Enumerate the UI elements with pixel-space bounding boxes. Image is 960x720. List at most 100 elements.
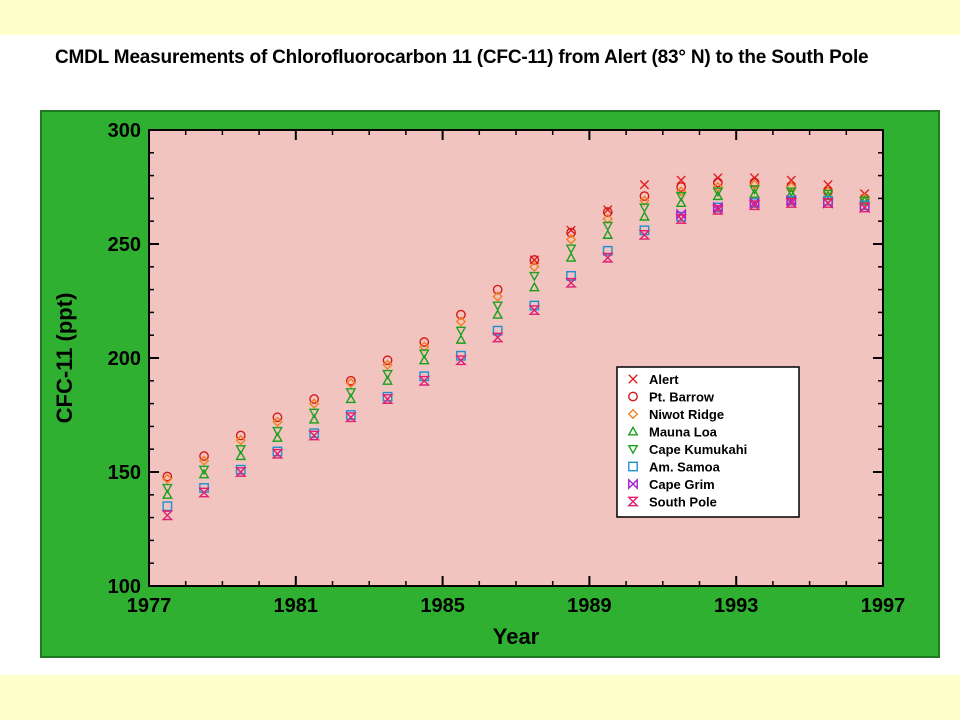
data-point <box>565 277 577 288</box>
data-point <box>455 326 467 337</box>
data-point <box>345 375 356 386</box>
data-point <box>162 471 173 482</box>
data-point <box>308 408 320 419</box>
data-point <box>602 207 613 217</box>
data-point <box>308 398 320 409</box>
data-point <box>675 214 688 224</box>
data-point <box>822 189 834 200</box>
data-point <box>235 450 247 461</box>
data-point <box>675 192 687 202</box>
data-point <box>786 181 797 193</box>
data-point <box>272 426 283 437</box>
data-point <box>566 227 576 238</box>
data-point <box>492 291 503 302</box>
data-point <box>822 198 834 208</box>
legend-marker <box>628 374 638 384</box>
data-point <box>711 204 724 215</box>
legend-box <box>616 366 800 518</box>
legend-marker <box>628 461 638 472</box>
data-point <box>749 177 760 188</box>
data-point <box>639 210 650 221</box>
x-tick-label: 1993 <box>714 595 759 617</box>
data-point <box>601 252 614 263</box>
data-point <box>675 197 687 208</box>
x-tick-label: 1985 <box>420 595 465 617</box>
data-point <box>566 271 576 281</box>
data-point <box>491 332 504 343</box>
data-point <box>455 316 467 327</box>
data-point <box>382 375 393 385</box>
data-point <box>162 473 173 485</box>
data-point <box>382 359 393 371</box>
data-point <box>603 205 613 215</box>
data-point <box>602 245 613 256</box>
data-point <box>602 221 614 232</box>
y-tick-label: 300 <box>108 120 141 142</box>
data-point <box>161 489 173 499</box>
data-point <box>381 394 394 404</box>
data-point <box>858 202 871 213</box>
legend-label: Am. Samoa <box>649 460 721 475</box>
data-point <box>785 198 798 208</box>
y-tick-label: 100 <box>108 576 141 598</box>
data-point <box>345 377 357 389</box>
y-tick-label: 250 <box>108 234 141 256</box>
data-point <box>638 229 651 240</box>
legend: Alert Pt. Barrow Niwot Ridge Mauna Loa Cape … <box>616 366 800 518</box>
x-axis-title: Year <box>493 624 540 649</box>
data-point <box>419 341 430 352</box>
data-point <box>198 465 210 476</box>
data-point <box>382 391 393 402</box>
data-point <box>198 487 210 498</box>
data-point <box>382 369 393 380</box>
data-point <box>565 244 577 255</box>
data-point <box>418 354 430 365</box>
data-point <box>786 175 796 185</box>
tick-labels: 100 150 200 250 300 1977 1981 1985 1989 1993 1997 <box>108 120 906 617</box>
legend-label: Niwot Ridge <box>649 407 724 422</box>
data-point <box>161 510 174 521</box>
data-point <box>345 393 357 404</box>
axis-ticks <box>148 129 884 587</box>
legend-label: Cape Grim <box>649 477 715 492</box>
x-tick-label: 1977 <box>127 595 172 617</box>
data-point <box>382 355 393 366</box>
legend-label: Cape Kumukahi <box>649 442 747 457</box>
data-point <box>308 413 320 424</box>
data-point <box>676 175 686 185</box>
data-point <box>492 325 503 336</box>
legend-marker <box>627 408 639 420</box>
data-point <box>639 180 650 190</box>
data-point <box>198 468 210 479</box>
data-point <box>234 467 247 477</box>
data-point <box>309 428 320 439</box>
x-tick-label: 1997 <box>861 595 906 617</box>
data-point <box>676 182 687 192</box>
legend-label: Alert <box>649 372 679 387</box>
data-points <box>161 173 871 521</box>
data-point <box>271 448 284 459</box>
data-point <box>528 305 541 316</box>
x-tick-label: 1989 <box>567 595 612 617</box>
data-point <box>345 388 357 398</box>
data-point <box>566 225 576 236</box>
data-point <box>639 195 650 206</box>
data-point <box>565 234 577 245</box>
data-point <box>565 252 577 262</box>
data-point <box>529 255 540 265</box>
data-point <box>712 190 724 201</box>
data-point <box>675 186 687 197</box>
data-point <box>272 412 283 423</box>
data-point <box>345 410 356 420</box>
data-point <box>162 501 173 512</box>
data-point <box>309 394 320 404</box>
y-tick-label: 200 <box>108 348 141 370</box>
chart-frame: 100 150 200 250 300 1977 1981 1985 1989 1993 1997 … <box>40 110 940 658</box>
data-point <box>492 309 504 319</box>
data-point <box>639 191 650 202</box>
data-point <box>235 434 246 446</box>
data-point <box>344 412 357 423</box>
data-point <box>235 445 247 455</box>
data-point <box>199 451 209 461</box>
data-point <box>418 349 430 360</box>
